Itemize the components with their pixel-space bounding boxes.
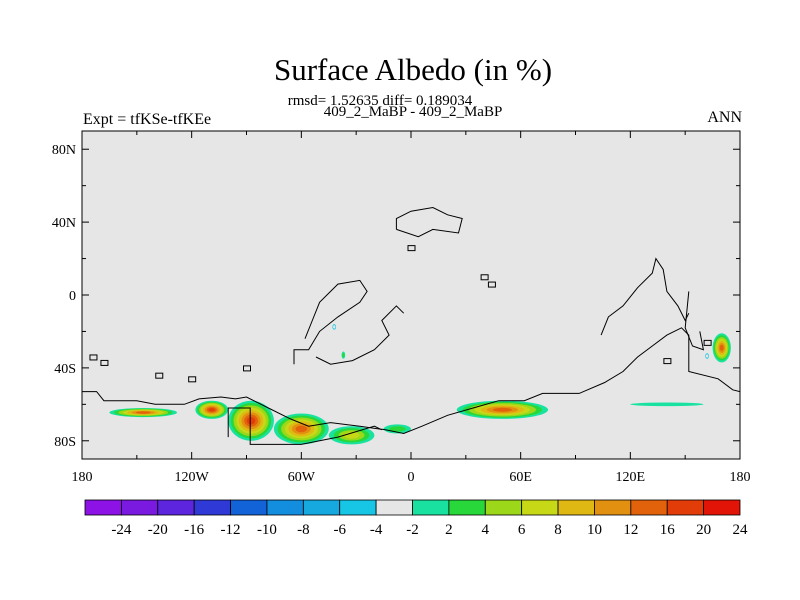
labelbar-box	[193, 499, 231, 516]
labelbar-label: 24	[733, 522, 749, 538]
labelbar-box	[157, 499, 195, 516]
y-tick-label: 0	[69, 289, 76, 304]
labelbar-box	[484, 499, 523, 516]
island-4	[487, 281, 496, 288]
island-6	[188, 376, 197, 383]
labelbar-label: 12	[623, 522, 638, 538]
labelbar-label: 10	[587, 522, 602, 538]
x-tick-label: 120E	[616, 470, 646, 485]
coastline-segment-3	[315, 305, 405, 365]
coastline-segment-1	[227, 407, 383, 445]
y-axis: 80N 40N 0 40S 80S	[52, 143, 740, 450]
labelbar-box	[230, 499, 268, 516]
chart-title: Surface Albedo (in %)	[273, 52, 553, 87]
island-7	[243, 365, 251, 372]
labelbar-box	[339, 499, 377, 516]
anomaly-region-8-level-6	[719, 344, 724, 351]
labelbar-label: -16	[184, 522, 204, 538]
x-tick-label: 60W	[288, 470, 316, 485]
y-tick-label: 40S	[54, 362, 76, 377]
island-9	[703, 339, 712, 346]
anomaly-region-3-level-6	[295, 425, 308, 433]
labelbar-box	[521, 499, 559, 516]
labelbar-box	[703, 499, 741, 516]
labelbar-label: -4	[370, 522, 383, 538]
coastline-segment-5	[600, 257, 690, 336]
labelbar-label: 20	[696, 522, 711, 538]
labelbar-box	[666, 499, 705, 516]
labelbar-box	[302, 499, 341, 516]
x-tick-label: 180	[730, 470, 751, 485]
anomaly-region-11-level-1	[705, 354, 709, 358]
x-tick-label: 0	[408, 470, 415, 485]
anomaly-region-1-level-7	[208, 408, 215, 412]
labelbar-box	[448, 499, 486, 516]
island-8	[663, 358, 672, 365]
labelbar-box	[594, 499, 632, 516]
labelbar-label: -24	[111, 522, 131, 538]
labelbar-label: -20	[148, 522, 168, 538]
y-tick-label: 80N	[52, 143, 76, 158]
stats-text: rmsd= 1.52635 diff= 0.189034	[287, 93, 473, 109]
island-2	[407, 245, 416, 252]
labelbar-box	[557, 499, 595, 516]
case-label: 409_2_MaBP - 409_2_MaBP	[323, 104, 503, 120]
season-label: ANN	[707, 109, 742, 126]
coastline-segment-0	[82, 327, 740, 435]
island-5	[155, 372, 164, 379]
anomaly-layer	[109, 324, 731, 445]
anomaly-region-2-level-7	[246, 417, 256, 425]
anomaly-region-7-level-0	[630, 402, 704, 407]
island-3	[480, 274, 489, 281]
x-tick-label: 120W	[175, 470, 210, 485]
coastline-segment-2	[293, 279, 368, 365]
labelbar-box	[375, 499, 413, 516]
y-tick-label: 80S	[54, 435, 76, 450]
x-tick-label: 60E	[509, 470, 532, 485]
y-tick-label: 40N	[52, 216, 76, 231]
labelbar-box	[84, 499, 122, 516]
labelbar-box	[412, 499, 450, 516]
labelbar-label: -8	[297, 522, 310, 538]
anomaly-region-10-level-1	[333, 325, 336, 329]
anomaly-region-5-level-1	[388, 426, 406, 432]
labelbar-label: 6	[518, 522, 526, 538]
anomaly-region-9-level-1	[342, 352, 345, 358]
coastline	[82, 206, 740, 445]
labelbar-label: -12	[221, 522, 241, 538]
labelbar-label: -6	[333, 522, 346, 538]
labelbar-label: -2	[406, 522, 419, 538]
labelbar-label: 4	[482, 522, 490, 538]
anomaly-region-0-level-6	[136, 411, 151, 414]
island-0	[89, 354, 98, 361]
labelbar-label: 16	[660, 522, 676, 538]
coastline-segment-6	[684, 291, 705, 351]
labelbar-label: 2	[445, 522, 453, 538]
labelbar-label: 8	[554, 522, 562, 538]
labelbar-box	[120, 499, 159, 516]
map-background	[82, 131, 740, 459]
coastline-segment-4	[395, 206, 463, 238]
labelbar-box	[630, 499, 668, 516]
x-tick-label: 180	[72, 470, 93, 485]
labelbar-box	[266, 499, 304, 516]
experiment-label: Expt = tfKSe-tfKEe	[83, 111, 212, 128]
anomaly-region-6-level-6	[492, 407, 513, 412]
island-1	[100, 359, 109, 366]
labelbar-label: -10	[257, 522, 277, 538]
x-axis: 180 120W 60W 0 60E 120E 180	[72, 131, 751, 485]
color-labelbar: -24 -20 -16 -12 -10 -8 -6 -4 -2 2 4 6 8 10 12 16 20 24	[84, 499, 749, 538]
